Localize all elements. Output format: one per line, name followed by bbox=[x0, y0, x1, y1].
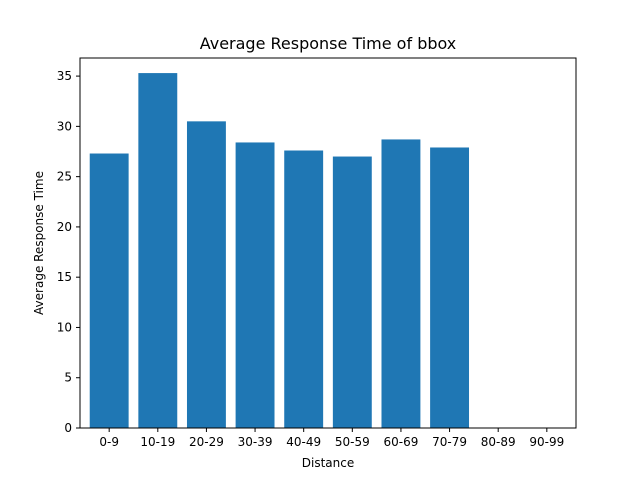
bar-60-69 bbox=[381, 139, 421, 428]
x-tick-label: 50-59 bbox=[335, 435, 370, 449]
y-tick-label: 0 bbox=[64, 421, 72, 435]
chart-title: Average Response Time of bbox bbox=[200, 34, 457, 53]
x-axis-ticks: 0-9 10-19 20-29 30-39 40-49 50-59 60-69 70-79 80… bbox=[99, 428, 564, 449]
x-tick-label: 60-69 bbox=[384, 435, 419, 449]
x-tick-label: 30-39 bbox=[238, 435, 273, 449]
bar-30-39 bbox=[235, 142, 275, 428]
x-tick-label: 10-19 bbox=[140, 435, 175, 449]
y-axis-ticks: 0 5 10 15 20 25 30 35 bbox=[57, 69, 80, 435]
x-axis-label: Distance bbox=[302, 456, 354, 470]
x-tick-label: 20-29 bbox=[189, 435, 224, 449]
bar-0-9 bbox=[89, 153, 129, 429]
bars-group bbox=[89, 73, 470, 429]
y-tick-label: 20 bbox=[57, 220, 72, 234]
y-tick-label: 30 bbox=[57, 119, 72, 133]
y-tick-label: 10 bbox=[57, 320, 72, 334]
bar-70-79 bbox=[430, 147, 470, 428]
bar-40-49 bbox=[284, 150, 324, 428]
y-tick-label: 35 bbox=[57, 69, 72, 83]
x-tick-label: 80-89 bbox=[481, 435, 516, 449]
y-tick-label: 5 bbox=[64, 371, 72, 385]
y-tick-label: 15 bbox=[57, 270, 72, 284]
bar-50-59 bbox=[332, 156, 372, 429]
plot-frame bbox=[79, 57, 577, 429]
x-tick-label: 90-99 bbox=[529, 435, 564, 449]
y-tick-label: 25 bbox=[57, 170, 72, 184]
bar-20-29 bbox=[186, 121, 226, 428]
y-axis-label: Average Response Time bbox=[32, 171, 46, 315]
x-tick-label: 40-49 bbox=[286, 435, 321, 449]
x-tick-label: 0-9 bbox=[99, 435, 119, 449]
bar-10-19 bbox=[138, 73, 178, 429]
x-tick-label: 70-79 bbox=[432, 435, 467, 449]
